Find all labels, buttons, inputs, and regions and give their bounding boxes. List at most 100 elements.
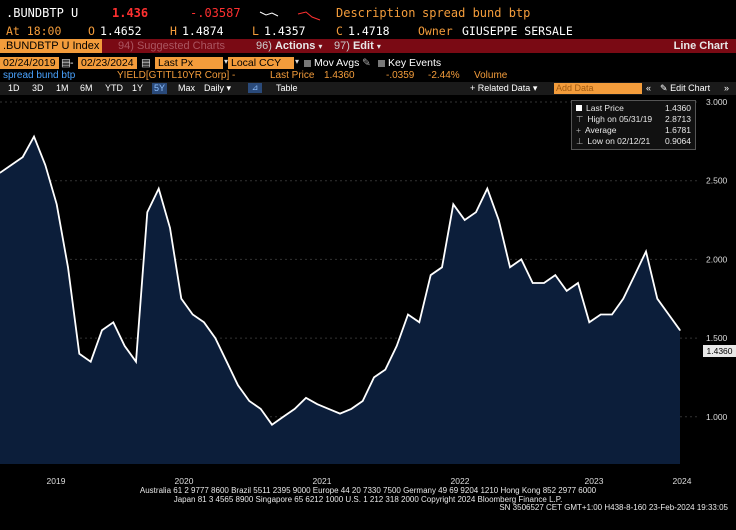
x-tick-label: 2024 [673,476,692,486]
edit-button[interactable]: 97) Edit ▾ [334,39,381,54]
dropdown-icon[interactable]: ▾ [295,57,300,66]
period-1m[interactable]: 1M [56,83,69,93]
dropdown-icon: ▾ [376,42,381,51]
dropdown-icon[interactable]: ▾ [224,57,229,66]
data-point [180,298,182,300]
pencil-icon[interactable]: ✎ [362,57,371,69]
currency-select[interactable]: Local CCY [228,57,294,69]
quote-row: At 18:00 O 1.4652 H 1.4874 L 1.4357 C 1.… [0,24,736,38]
period-max[interactable]: Max [178,83,196,93]
data-point [430,274,432,276]
change-pct: -2.44% [428,70,460,81]
index-field[interactable]: .BUNDBTP U Index [0,39,103,53]
square-icon [576,105,582,111]
edit-chart-button[interactable]: ✎ Edit Chart [660,83,710,94]
legend-high-label: High on 05/31/19 [587,114,653,124]
data-point [294,408,296,410]
end-date-field[interactable]: 02/23/2024 [78,57,137,69]
legend-average-label: Average [584,125,617,135]
actions-num: 96) [256,40,272,52]
toolbar: .BUNDBTP U Index 94) Suggested Charts 96… [0,39,736,53]
description-value: spread bund btp [422,6,531,20]
data-point [373,376,375,379]
data-point [486,187,488,190]
data-point [679,329,681,331]
start-date-field[interactable]: 02/24/2019 [0,57,59,69]
data-point [645,250,647,253]
data-point [214,337,216,339]
actions-button[interactable]: 96) Actions ▾ [256,39,322,54]
frequency-select[interactable]: Daily ▾ [204,83,231,94]
close-value: 1.4718 [348,24,390,38]
checkbox-icon [304,59,311,67]
series-area [0,136,680,464]
mov-avgs-label: Mov Avgs [314,57,360,69]
data-point [668,313,670,316]
data-point [10,164,12,166]
calendar-icon[interactable]: ▤ [61,57,71,69]
footer-line-2: Japan 81 3 4565 8900 Singapore 65 6212 1… [173,494,563,504]
data-point [509,266,511,268]
period-3d[interactable]: 3D [32,83,44,93]
field-select[interactable]: Last Px [155,57,223,69]
data-point [226,361,228,363]
add-data-input[interactable]: Add Data [554,83,642,94]
close-label: C [336,24,343,38]
calendar-icon[interactable]: ▤ [141,57,151,69]
y-tick-label: 1.000 [706,412,728,422]
high-marker-icon: ⊤ [576,114,584,124]
data-point [282,416,284,418]
data-point [67,266,69,268]
chart-type-icon[interactable]: ⊿ [248,83,262,93]
data-point [634,274,636,276]
expand-icon[interactable]: » [724,83,730,93]
data-point [0,172,1,174]
suggested-charts-button[interactable]: 94) Suggested Charts [118,39,225,53]
period-6m[interactable]: 6M [80,83,93,93]
period-ytd[interactable]: YTD [105,83,123,93]
data-point [112,321,114,323]
data-point [418,321,420,323]
key-events-label: Key Events [388,57,442,69]
data-point [271,424,273,426]
collapse-icon[interactable]: « [646,83,652,93]
legend-high-value: 2.8713 [665,114,691,124]
data-point [350,408,352,410]
chart-legend[interactable]: Last Price 1.4360 ⊤ High on 05/31/19 2.8713… [571,100,696,150]
related-data-button[interactable]: + Related Data ▾ [470,83,537,94]
data-point [464,219,466,221]
period-1d[interactable]: 1D [8,83,20,93]
period-1y[interactable]: 1Y [132,83,144,93]
secondary-series: YIELD[GTITL10YR Corp] - [117,70,236,81]
high-label: H [170,24,177,38]
volume-label: Volume [474,70,508,81]
legend-average-value: 1.6781 [665,125,691,135]
data-point [577,282,579,284]
footer-line-3: SN 3506527 CET GMT+1:00 H438-8-160 23-Fe… [499,503,728,512]
series-row: spread bund btp YIELD[GTITL10YR Corp] - … [0,70,736,82]
legend-low: ⊥ Low on 02/12/21 0.9064 [576,136,691,147]
y-tick-label: 3.000 [706,97,728,107]
open-label: O [88,24,95,38]
last-value: 1.436 [112,6,149,20]
period-5y[interactable]: 5Y [152,83,168,94]
data-point [260,408,262,410]
data-point [498,219,500,221]
data-point [407,313,409,316]
low-value: 1.4357 [264,24,306,38]
data-point [158,187,160,190]
legend-last-value: 1.4360 [665,103,691,113]
legend-high: ⊤ High on 05/31/19 2.8713 [576,114,691,125]
x-axis: 2019 2020 2021 2022 2023 2024 [47,476,692,486]
data-point [384,368,386,371]
edit-chart-label: Edit Chart [670,83,711,93]
key-events-toggle[interactable]: Key Events [378,57,441,69]
x-tick-label: 2022 [451,476,470,486]
chart-type-label: Line Chart [673,40,728,52]
data-point [622,298,624,300]
x-tick-label: 2023 [585,476,604,486]
mov-avgs-toggle[interactable]: Mov Avgs [304,57,359,69]
owner-value: GIUSEPPE SERSALE [462,24,573,38]
table-button[interactable]: Table [276,83,298,93]
